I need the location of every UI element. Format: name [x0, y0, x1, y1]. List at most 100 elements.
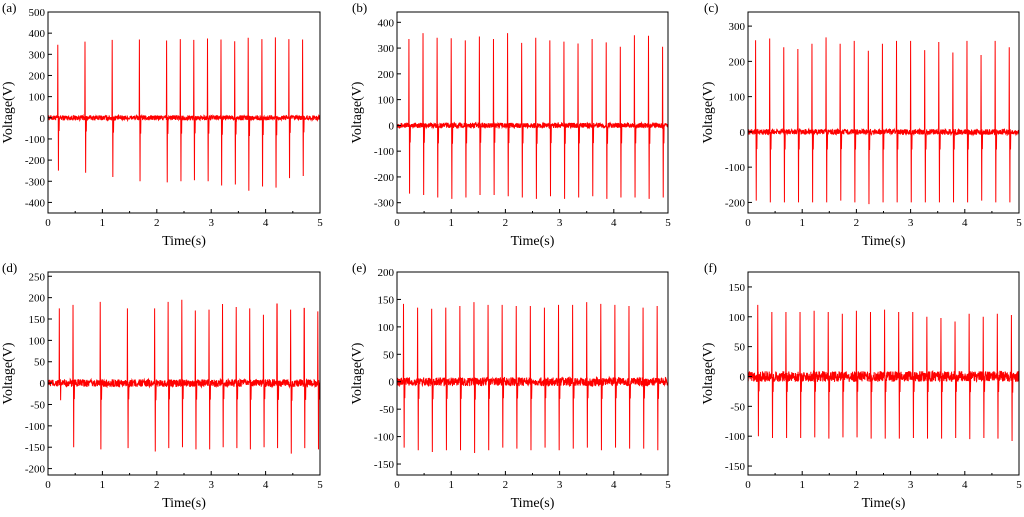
y-tick-label: 300 [378, 43, 395, 55]
signal-series [47, 37, 321, 191]
plot-frame [47, 271, 321, 476]
signal-series [747, 37, 1020, 205]
panel-label: (b) [352, 0, 367, 15]
y-tick-label: -100 [725, 162, 746, 174]
y-axis-title: Voltage(V) [701, 342, 716, 404]
y-tick-label: -200 [374, 172, 395, 184]
y-tick-label: 0 [40, 378, 46, 390]
x-axis-title: Time(s) [511, 496, 555, 511]
x-axis-title: Time(s) [511, 234, 555, 249]
x-tick-label: 5 [317, 217, 323, 229]
y-tick-label: -300 [25, 176, 46, 188]
x-tick-label: 3 [908, 217, 914, 229]
panel-label: (f) [704, 260, 717, 275]
x-tick-label: 2 [854, 217, 860, 229]
x-tick-label: 2 [154, 479, 160, 491]
y-tick-label: 100 [729, 312, 746, 324]
x-tick-label: 4 [611, 217, 617, 229]
x-tick-label: 0 [745, 479, 751, 491]
x-tick-label: 3 [208, 479, 214, 491]
panel-label: (c) [704, 0, 718, 15]
x-tick-label: 3 [208, 217, 214, 229]
x-tick-label: 1 [799, 217, 805, 229]
y-tick-label: 200 [29, 70, 46, 82]
signal-series [747, 304, 1020, 441]
y-tick-label: 100 [378, 95, 395, 107]
x-tick-label: 3 [908, 479, 914, 491]
y-tick-label: 150 [378, 294, 395, 306]
x-tick-label: 4 [263, 217, 269, 229]
x-tick-label: 2 [854, 479, 860, 491]
chart-panel-f: 0 1 2 3 4 5 -150 -100 -50 0 50 100 150 Time(s) Voltage… [701, 260, 1022, 511]
y-tick-label: -100 [25, 421, 46, 433]
signal-series [396, 33, 669, 199]
y-tick-label: -100 [725, 431, 746, 443]
panel-label: (e) [352, 260, 366, 275]
y-tick-label: 100 [378, 322, 395, 334]
x-tick-label: 5 [1016, 479, 1022, 491]
y-tick-label: -150 [725, 461, 746, 473]
x-axis-title: Time(s) [162, 496, 206, 511]
y-tick-label: -200 [25, 155, 46, 167]
chart-panel-b: 0 1 2 3 4 5 -300 -200 -100 0 100 200 300 400 Time(s) Vo… [350, 0, 671, 249]
panel-label: (a) [2, 0, 16, 15]
y-tick-label: 0 [40, 113, 46, 125]
y-tick-label: 200 [29, 293, 46, 305]
x-tick-label: 0 [394, 479, 400, 491]
x-tick-label: 5 [665, 217, 671, 229]
y-tick-label: 500 [29, 7, 46, 19]
x-tick-label: 2 [503, 479, 509, 491]
y-tick-label: -200 [25, 464, 46, 476]
y-tick-label: 0 [740, 127, 746, 139]
x-tick-label: 5 [1016, 217, 1022, 229]
y-tick-label: -50 [30, 399, 45, 411]
y-tick-label: 100 [729, 92, 746, 104]
x-axis-title: Time(s) [862, 496, 906, 511]
chart-panel-a: 0 1 2 3 4 5 -400 -300 -200 -100 0 100 200 300 400 500 Ti… [1, 0, 323, 249]
x-tick-label: 0 [745, 217, 751, 229]
y-tick-label: 400 [29, 28, 46, 40]
signal-series [396, 302, 669, 454]
y-tick-label: 0 [389, 377, 395, 389]
chart-panel-c: 0 1 2 3 4 5 -200 -100 0 100 200 300 Time(s) Voltage(V… [701, 0, 1022, 249]
x-axis-title: Time(s) [862, 234, 906, 249]
plot-frame [47, 11, 321, 214]
y-tick-label: 200 [378, 69, 395, 81]
x-tick-label: 1 [448, 217, 454, 229]
y-tick-label: -150 [25, 442, 46, 454]
y-tick-label: 150 [29, 314, 46, 326]
x-tick-label: 2 [154, 217, 160, 229]
x-tick-label: 0 [45, 217, 51, 229]
y-axis-title: Voltage(V) [701, 81, 716, 143]
panel-label: (d) [2, 260, 17, 275]
x-tick-label: 4 [962, 217, 968, 229]
y-tick-label: -50 [730, 401, 745, 413]
y-axis-title: Voltage(V) [1, 342, 16, 404]
y-tick-label: 100 [29, 335, 46, 347]
x-tick-label: 1 [799, 479, 805, 491]
x-tick-label: 2 [503, 217, 509, 229]
y-tick-label: -400 [25, 197, 46, 209]
x-tick-label: 0 [45, 479, 51, 491]
y-tick-label: 200 [729, 56, 746, 68]
plot-frame [396, 271, 669, 476]
y-tick-label: -300 [374, 198, 395, 210]
x-tick-label: 4 [962, 479, 968, 491]
x-tick-label: 1 [448, 479, 454, 491]
y-tick-label: -50 [379, 404, 394, 416]
y-axis-title: Voltage(V) [1, 81, 16, 143]
y-tick-label: 50 [34, 357, 46, 369]
y-axis-title: Voltage(V) [350, 342, 365, 404]
x-tick-label: 4 [263, 479, 269, 491]
y-tick-label: 100 [29, 92, 46, 104]
y-tick-label: -200 [725, 197, 746, 209]
y-tick-label: 0 [389, 120, 395, 132]
y-tick-label: 50 [734, 342, 746, 354]
x-tick-label: 3 [557, 217, 563, 229]
x-axis-title: Time(s) [162, 234, 206, 249]
y-tick-label: 300 [729, 21, 746, 33]
y-axis-title: Voltage(V) [350, 81, 365, 143]
y-tick-label: 0 [740, 371, 746, 383]
y-tick-label: -150 [374, 459, 395, 471]
